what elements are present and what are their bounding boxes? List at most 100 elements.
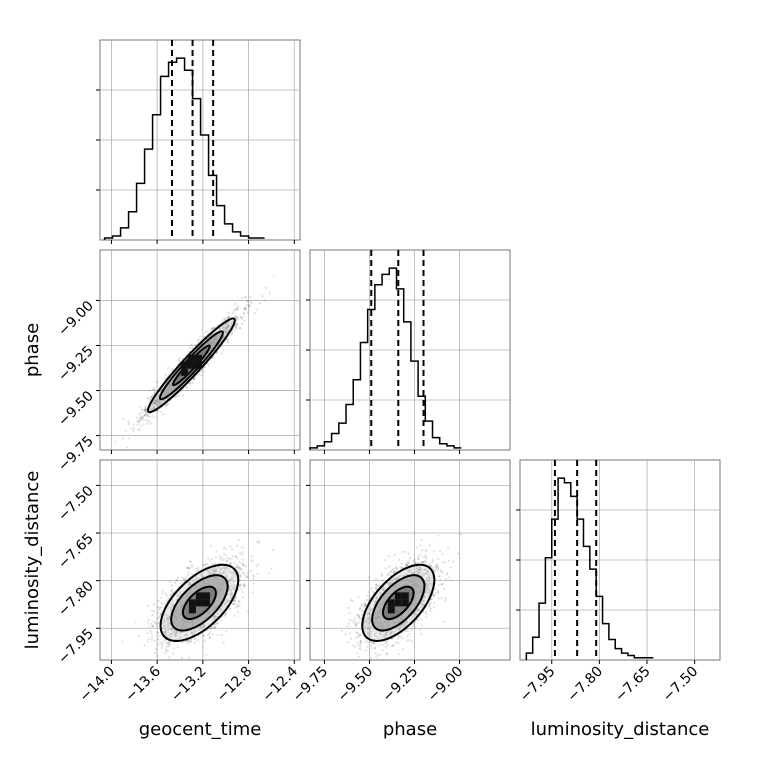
sample-point xyxy=(252,582,255,585)
sample-point xyxy=(195,567,198,570)
sample-point xyxy=(171,604,174,607)
sample-point xyxy=(155,399,159,402)
sample-point xyxy=(224,331,228,335)
sample-point xyxy=(225,331,228,334)
sample-point xyxy=(235,315,238,318)
sample-point xyxy=(272,274,275,277)
sample-point xyxy=(250,555,253,558)
sample-point xyxy=(223,326,227,329)
sample-point xyxy=(241,322,244,325)
sample-point xyxy=(216,622,219,625)
sample-point xyxy=(142,422,145,426)
sample-point xyxy=(226,338,229,341)
y-tick-label: −7.95 xyxy=(55,626,97,668)
sample-point xyxy=(155,625,159,628)
sample-point xyxy=(193,628,196,632)
sample-point xyxy=(138,420,141,423)
histogram-bar xyxy=(177,58,185,240)
sample-point xyxy=(156,395,160,399)
sample-point xyxy=(244,574,247,577)
sample-point xyxy=(225,575,229,578)
sample-point xyxy=(164,377,167,380)
sample-point xyxy=(212,327,216,330)
sample-point xyxy=(208,636,211,639)
sample-point xyxy=(225,573,229,576)
sample-point xyxy=(157,403,160,406)
sample-point xyxy=(165,629,168,632)
histogram-bar xyxy=(360,343,367,450)
sample-point xyxy=(214,614,217,617)
sample-point xyxy=(212,326,216,329)
sample-point xyxy=(173,631,176,634)
histogram-bar xyxy=(137,183,145,240)
sample-point xyxy=(155,396,158,399)
sample-point xyxy=(206,571,209,574)
sample-point xyxy=(207,557,210,560)
sample-point xyxy=(215,567,218,570)
sample-point xyxy=(239,574,242,578)
sample-point xyxy=(152,407,155,411)
sample-point xyxy=(143,414,146,417)
sample-point xyxy=(163,619,166,622)
sample-point xyxy=(202,571,205,574)
sample-point xyxy=(225,575,228,579)
sample-point xyxy=(222,641,225,644)
sample-point xyxy=(268,292,271,295)
sample-point xyxy=(193,377,196,380)
sample-point xyxy=(220,345,223,348)
sample-point xyxy=(155,403,159,407)
sample-point xyxy=(178,591,182,594)
sample-point xyxy=(229,324,232,327)
sample-point xyxy=(150,609,154,612)
sample-point xyxy=(171,601,174,604)
sample-point xyxy=(248,304,251,307)
sample-point xyxy=(217,562,220,565)
sample-point xyxy=(203,565,207,568)
sample-point xyxy=(246,299,250,302)
sample-point xyxy=(234,555,238,559)
sample-point xyxy=(153,391,156,394)
sample-point xyxy=(222,324,225,327)
sample-point xyxy=(226,325,229,328)
sample-point xyxy=(188,381,191,385)
sample-point xyxy=(161,622,164,625)
sample-point xyxy=(156,630,159,634)
sample-point xyxy=(162,399,165,402)
sample-point xyxy=(230,333,233,336)
sample-point xyxy=(153,392,156,395)
sample-point xyxy=(216,571,219,575)
sample-point xyxy=(214,626,217,629)
sample-point xyxy=(239,575,242,578)
sample-point xyxy=(240,553,243,556)
sample-point xyxy=(155,399,158,403)
sample-point xyxy=(189,640,193,643)
sample-point xyxy=(170,584,174,587)
sample-point xyxy=(130,427,133,430)
sample-point xyxy=(187,639,190,643)
sample-point xyxy=(174,634,177,637)
sample-point xyxy=(154,389,157,392)
sample-point xyxy=(209,568,212,571)
sample-point xyxy=(236,308,239,311)
sample-point xyxy=(163,619,166,622)
sample-point xyxy=(170,593,173,597)
sample-point xyxy=(184,634,187,637)
sample-point xyxy=(172,629,175,633)
sample-point xyxy=(236,557,239,560)
sample-point xyxy=(193,637,197,640)
sample-point xyxy=(147,415,150,418)
sample-point xyxy=(163,624,166,627)
sample-point xyxy=(209,328,213,331)
sample-point xyxy=(218,327,222,331)
x-tick-label: −7.50 xyxy=(660,664,702,706)
sample-point xyxy=(165,398,168,401)
sample-point xyxy=(219,611,223,614)
sample-point xyxy=(157,397,160,400)
sample-point xyxy=(190,631,193,634)
sample-point xyxy=(140,424,143,427)
sample-point xyxy=(127,437,131,440)
sample-point xyxy=(139,405,142,408)
sample-point xyxy=(192,578,195,582)
sample-point xyxy=(246,571,249,574)
sample-point xyxy=(161,413,165,416)
